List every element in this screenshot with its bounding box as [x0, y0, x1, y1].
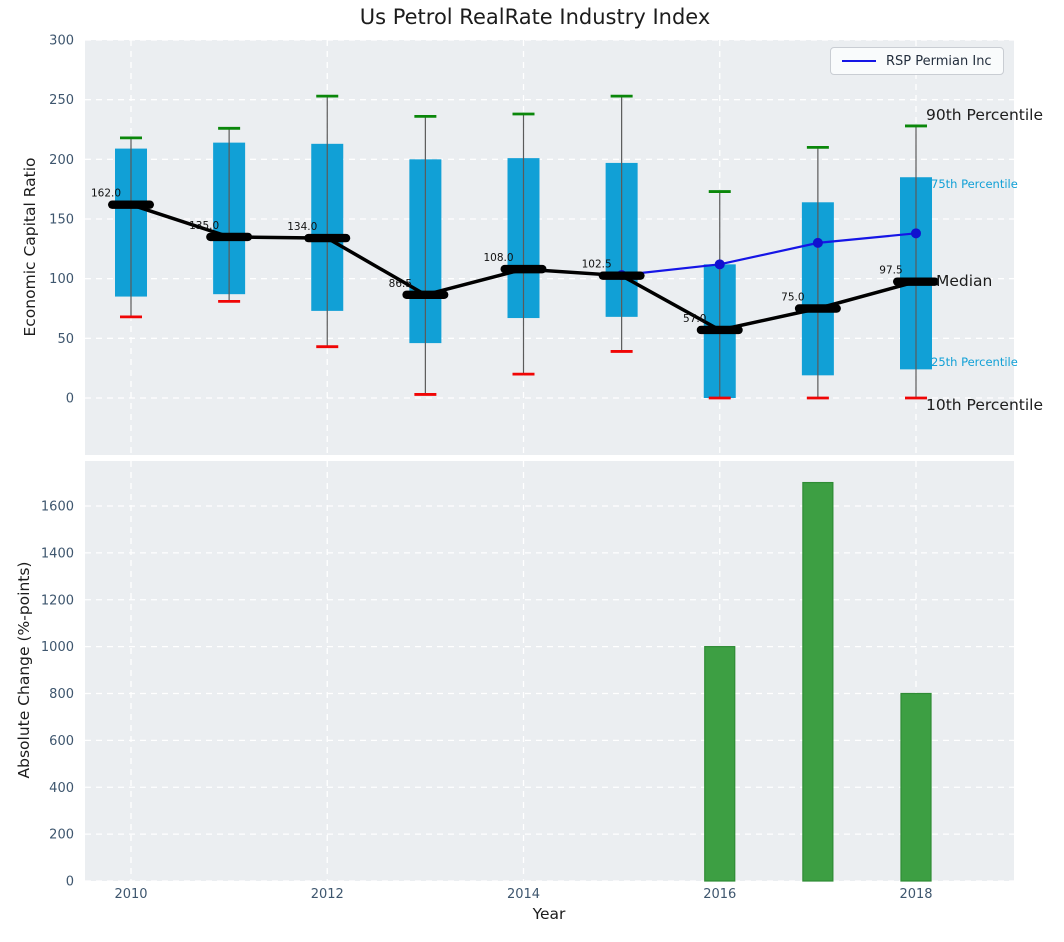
median-value-label-2016: 57.0	[683, 313, 706, 325]
company-dot-2016	[714, 259, 725, 270]
median-marker-2012	[304, 233, 351, 243]
x-tick-2014: 2014	[507, 887, 540, 902]
annotation-10th-percentile: 10th Percentile	[926, 396, 1044, 414]
top-y-tick-200: 200	[49, 153, 74, 168]
legend-label: RSP Permian Inc	[886, 53, 992, 69]
bottom-y-tick-400: 400	[49, 781, 74, 796]
legend-line-sample	[842, 60, 876, 62]
median-marker-2015	[598, 271, 645, 280]
x-tick-2016: 2016	[703, 887, 736, 902]
median-marker-2016	[696, 325, 743, 335]
bottom-y-tick-1000: 1000	[41, 640, 74, 655]
median-value-label-2014: 108.0	[483, 252, 513, 264]
top-y-axis-label: Economic Capital Ratio	[21, 157, 39, 337]
bottom-y-tick-0: 0	[66, 875, 74, 890]
x-axis-label: Year	[532, 905, 566, 923]
median-value-label-2015: 102.5	[582, 259, 612, 271]
median-marker-2013	[402, 290, 449, 299]
bottom-plot-area	[85, 461, 1014, 881]
bottom-y-tick-600: 600	[49, 734, 74, 749]
bottom-y-tick-1600: 1600	[41, 500, 74, 515]
bottom-y-tick-800: 800	[49, 687, 74, 702]
median-value-label-2017: 75.0	[781, 292, 804, 304]
median-value-label-2012: 134.0	[287, 221, 317, 233]
annotation-75th-percentile: 75th Percentile	[931, 177, 1018, 191]
bottom-y-tick-1400: 1400	[41, 546, 74, 561]
top-y-tick-150: 150	[49, 213, 74, 228]
median-value-label-2013: 86.5	[389, 278, 412, 290]
median-value-label-2018: 97.5	[879, 265, 902, 277]
change-bar-2017	[802, 481, 834, 882]
bottom-y-axis-label: Absolute Change (%-points)	[15, 561, 33, 779]
chart-title: Us Petrol RealRate Industry Index	[359, 5, 711, 29]
company-dot-2018	[911, 228, 921, 239]
annotation-90th-percentile: 90th Percentile	[926, 106, 1044, 124]
x-tick-2018: 2018	[899, 887, 932, 902]
median-marker-2017	[794, 304, 841, 313]
x-tick-2012: 2012	[311, 887, 344, 902]
median-marker-2011	[206, 232, 253, 242]
median-value-label-2010: 162.0	[91, 188, 121, 200]
bottom-y-tick-1200: 1200	[41, 593, 74, 608]
median-marker-2018	[893, 277, 939, 286]
median-marker-2010	[108, 200, 154, 209]
change-bar-2018	[900, 692, 932, 882]
legend: RSP Permian Inc	[830, 47, 1004, 75]
bottom-y-tick-200: 200	[49, 828, 74, 843]
company-dot-2017	[812, 237, 823, 248]
median-marker-2014	[500, 264, 547, 274]
annotation-median: Median	[936, 272, 993, 290]
top-y-tick-300: 300	[49, 34, 74, 49]
top-y-tick-0: 0	[66, 392, 74, 407]
top-y-tick-50: 50	[57, 332, 74, 347]
top-y-tick-100: 100	[49, 272, 74, 287]
top-y-tick-250: 250	[49, 93, 74, 108]
company-line	[621, 232, 917, 277]
change-bar-2016	[704, 646, 736, 882]
x-tick-2010: 2010	[114, 887, 147, 902]
median-value-label-2011: 135.0	[189, 220, 219, 232]
annotation-25th-percentile: 25th Percentile	[931, 355, 1018, 369]
